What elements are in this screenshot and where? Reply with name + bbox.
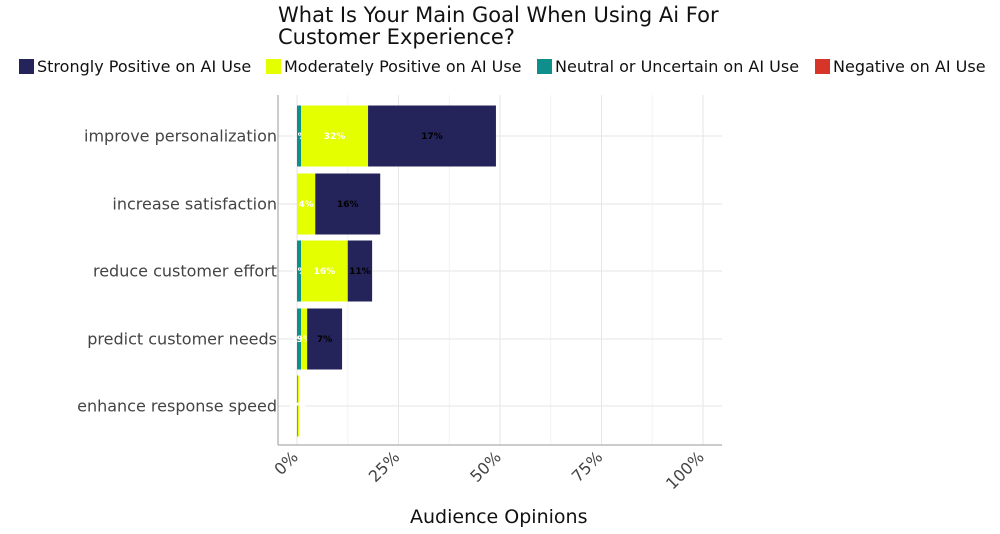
legend-swatch-moderately-positive xyxy=(266,58,281,74)
bar-reduce-customer-effort-moderately-positive-on-ai-use xyxy=(301,240,348,302)
data-label-reduce-customer-effort-neutral-or-uncertain-on-ai-use: 1% xyxy=(291,267,306,277)
data-label-enhance-response-speed-moderately-positive-on-ai-use: 0% xyxy=(291,402,306,412)
legend-item-moderately-positive: Moderately Positive on AI Use xyxy=(266,55,522,77)
data-label-reduce-customer-effort-moderately-positive-on-ai-use: 16% xyxy=(314,267,336,277)
data-label-improve-personalization-strongly-positive-on-ai-use: 17% xyxy=(421,132,443,142)
category-label-predict-customer-needs: predict customer needs xyxy=(87,329,277,349)
legend-item-negative: Negative on AI Use xyxy=(815,55,986,77)
legend: Strongly Positive on AI Use Moderately P… xyxy=(0,55,1000,77)
legend-swatch-strongly-positive xyxy=(19,58,34,74)
bar-reduce-customer-effort-strongly-positive-on-ai-use xyxy=(347,240,373,302)
data-label-improve-personalization-moderately-positive-on-ai-use: 32% xyxy=(324,132,346,142)
bar-improve-personalization-moderately-positive-on-ai-use xyxy=(301,105,369,167)
category-label-improve-personalization: improve personalization xyxy=(84,126,277,146)
data-label-reduce-customer-effort-strongly-positive-on-ai-use: 11% xyxy=(349,267,371,277)
x-tick-label-4: 100% xyxy=(662,447,708,493)
bar-increase-satisfaction-strongly-positive-on-ai-use xyxy=(315,173,381,235)
category-label-increase-satisfaction: increase satisfaction xyxy=(112,194,277,214)
legend-label-neutral: Neutral or Uncertain on AI Use xyxy=(555,56,800,76)
chart-title-line-2: Customer Experience? xyxy=(278,25,515,49)
bar-improve-personalization-neutral-or-uncertain-on-ai-use xyxy=(297,105,302,167)
x-tick-label-1: 25% xyxy=(365,447,404,486)
bar-predict-customer-needs-strongly-positive-on-ai-use xyxy=(307,308,343,370)
data-label-predict-customer-needs-moderately-positive-on-ai-use: 9% xyxy=(296,335,311,345)
legend-item-neutral: Neutral or Uncertain on AI Use xyxy=(537,55,799,77)
data-label-enhance-response-speed-neutral-or-uncertain-on-ai-use: 0% xyxy=(290,402,305,412)
legend-swatch-negative xyxy=(815,58,830,74)
data-label-increase-satisfaction-strongly-positive-on-ai-use: 16% xyxy=(337,200,359,210)
bar-predict-customer-needs-neutral-or-uncertain-on-ai-use xyxy=(297,308,302,370)
x-tick-label-3: 75% xyxy=(568,447,607,486)
bar-enhance-response-speed-moderately-positive-on-ai-use xyxy=(297,375,300,437)
legend-label-moderately-positive: Moderately Positive on AI Use xyxy=(284,56,522,76)
data-label-increase-satisfaction-moderately-positive-on-ai-use: 4% xyxy=(298,200,313,210)
legend-item-strongly-positive: Strongly Positive on AI Use xyxy=(19,55,251,77)
bar-improve-personalization-strongly-positive-on-ai-use xyxy=(368,105,496,167)
data-label-predict-customer-needs-strongly-positive-on-ai-use: 7% xyxy=(317,335,332,345)
bar-enhance-response-speed-neutral-or-uncertain-on-ai-use xyxy=(297,375,298,437)
legend-label-strongly-positive: Strongly Positive on AI Use xyxy=(37,56,252,76)
x-tick-label-0: 0% xyxy=(270,447,301,478)
x-tick-label-2: 50% xyxy=(466,447,505,486)
data-label-predict-customer-needs-neutral-or-uncertain-on-ai-use: 1% xyxy=(291,335,306,345)
legend-label-negative: Negative on AI Use xyxy=(833,56,986,76)
x-axis-label: Audience Opinions xyxy=(410,506,588,528)
legend-swatch-neutral xyxy=(537,58,552,74)
chart-title-line-1: What Is Your Main Goal When Using Ai For xyxy=(278,3,719,27)
category-label-reduce-customer-effort: reduce customer effort xyxy=(92,261,277,281)
data-label-improve-personalization-neutral-or-uncertain-on-ai-use: 1% xyxy=(291,132,306,142)
category-label-enhance-response-speed: enhance response speed xyxy=(77,396,277,416)
bar-reduce-customer-effort-neutral-or-uncertain-on-ai-use xyxy=(297,240,302,302)
chart-title: What Is Your Main Goal When Using Ai For… xyxy=(278,4,719,48)
bar-increase-satisfaction-moderately-positive-on-ai-use xyxy=(297,173,316,235)
bar-predict-customer-needs-moderately-positive-on-ai-use xyxy=(301,308,308,370)
